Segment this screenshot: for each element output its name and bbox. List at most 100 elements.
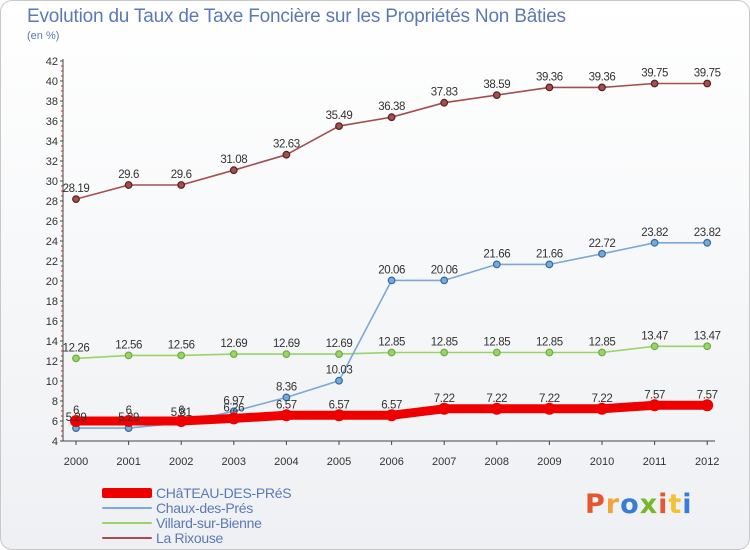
legend-item: Chaux-des-Prés xyxy=(102,499,291,516)
data-point xyxy=(333,409,345,422)
legend-item: La Rixouse xyxy=(102,529,291,546)
y-tick-label: 32 xyxy=(46,156,58,168)
data-label: 39.75 xyxy=(694,68,721,80)
logo-letter: o xyxy=(620,489,640,520)
data-label: 35.49 xyxy=(326,110,353,122)
x-tick-label: 2012 xyxy=(695,456,719,468)
data-point xyxy=(335,350,343,359)
data-label: 6.57 xyxy=(329,399,350,411)
data-label: 31.08 xyxy=(220,154,247,166)
data-point xyxy=(227,412,240,425)
data-label: 28.19 xyxy=(63,183,90,195)
y-tick-label: 28 xyxy=(46,196,58,208)
legend-label: La Rixouse xyxy=(156,529,224,546)
data-point xyxy=(70,415,82,427)
data-point xyxy=(229,350,238,359)
data-point xyxy=(175,415,188,427)
data-point xyxy=(650,342,659,351)
chart-title: Evolution du Taux de Taxe Foncière sur l… xyxy=(27,6,566,27)
data-label: 7.22 xyxy=(592,393,613,405)
x-tick-label: 2010 xyxy=(590,456,614,468)
data-point xyxy=(703,79,712,88)
data-label: 7.22 xyxy=(486,393,507,405)
data-point xyxy=(703,238,712,247)
data-label: 23.82 xyxy=(641,227,668,239)
data-label: 13.47 xyxy=(694,330,721,342)
data-label: 8.36 xyxy=(276,381,297,393)
data-point xyxy=(387,113,396,122)
data-point xyxy=(492,260,501,269)
data-label: 39.75 xyxy=(641,68,668,80)
x-tick-label: 2008 xyxy=(485,456,509,468)
data-label: 20.06 xyxy=(431,264,458,276)
y-tick-label: 12 xyxy=(46,356,58,368)
data-point xyxy=(648,399,661,412)
data-label: 5.81 xyxy=(171,407,192,419)
y-tick-label: 26 xyxy=(46,216,58,228)
data-point xyxy=(545,260,554,269)
data-point xyxy=(385,409,398,422)
data-label: 38.59 xyxy=(483,79,510,91)
y-tick-label: 40 xyxy=(46,76,58,88)
data-label: 21.66 xyxy=(536,248,563,260)
logo-letter: i xyxy=(682,489,693,520)
chart-legend: CHâTEAU-DES-PRéS Chaux-des-Prés Villard-su… xyxy=(102,485,292,546)
x-tick-label: 2005 xyxy=(327,456,351,468)
data-point xyxy=(596,402,608,415)
y-tick-label: 42 xyxy=(46,56,58,68)
data-label: 36.38 xyxy=(378,101,405,113)
data-point xyxy=(490,402,503,415)
data-label: 12.85 xyxy=(483,337,510,349)
data-label: 6 xyxy=(73,405,79,417)
data-label: 12.56 xyxy=(168,339,195,351)
data-label: 5.29 xyxy=(118,412,139,424)
y-tick-label: 4 xyxy=(52,436,58,448)
data-point xyxy=(492,91,501,99)
y-tick-label: 22 xyxy=(46,256,58,268)
data-label: 29.6 xyxy=(171,169,192,181)
legend-label: Chaux-des-Prés xyxy=(156,499,253,516)
data-label: 6.26 xyxy=(223,402,244,414)
data-label: 29.6 xyxy=(118,169,139,181)
y-tick-label: 14 xyxy=(46,336,58,348)
data-label: 13.47 xyxy=(641,330,668,342)
legend-item: CHâTEAU-DES-PRéS xyxy=(102,485,292,501)
logo-letter: r xyxy=(605,489,621,520)
data-point xyxy=(72,354,80,363)
y-tick-label: 18 xyxy=(46,296,58,308)
data-point xyxy=(177,351,186,360)
legend-label: Villard-sur-Bienne xyxy=(156,514,262,531)
x-tick-label: 2003 xyxy=(222,456,246,468)
data-point xyxy=(598,348,606,357)
data-point xyxy=(282,393,291,402)
data-label: 12.69 xyxy=(273,338,300,350)
data-label: 10.03 xyxy=(326,365,353,377)
legend-item: Villard-sur-Bienne xyxy=(102,514,291,531)
data-point xyxy=(124,351,133,360)
y-tick-label: 30 xyxy=(46,176,58,188)
data-label: 12.69 xyxy=(326,338,353,350)
data-point xyxy=(229,166,238,175)
x-tick-label: 2000 xyxy=(64,456,88,468)
data-point xyxy=(440,276,449,285)
logo-letter: x xyxy=(639,489,659,520)
data-label: 7.22 xyxy=(434,393,455,405)
x-tick-label: 2007 xyxy=(432,456,456,468)
data-label: 12.26 xyxy=(63,342,90,354)
data-point xyxy=(650,238,659,247)
data-label: 12.69 xyxy=(220,338,247,350)
legend-swatch xyxy=(102,487,152,498)
data-label: 12.85 xyxy=(431,337,458,349)
data-point xyxy=(335,376,343,385)
data-label: 7.22 xyxy=(539,393,560,405)
data-label: 7.57 xyxy=(697,389,718,401)
y-tick-label: 24 xyxy=(46,236,58,248)
legend-swatch xyxy=(102,506,152,509)
data-point xyxy=(282,150,291,159)
data-point xyxy=(440,98,449,107)
data-point xyxy=(387,276,396,285)
data-label: 37.83 xyxy=(431,87,458,99)
x-tick-label: 2009 xyxy=(537,456,561,468)
data-point xyxy=(282,350,291,359)
